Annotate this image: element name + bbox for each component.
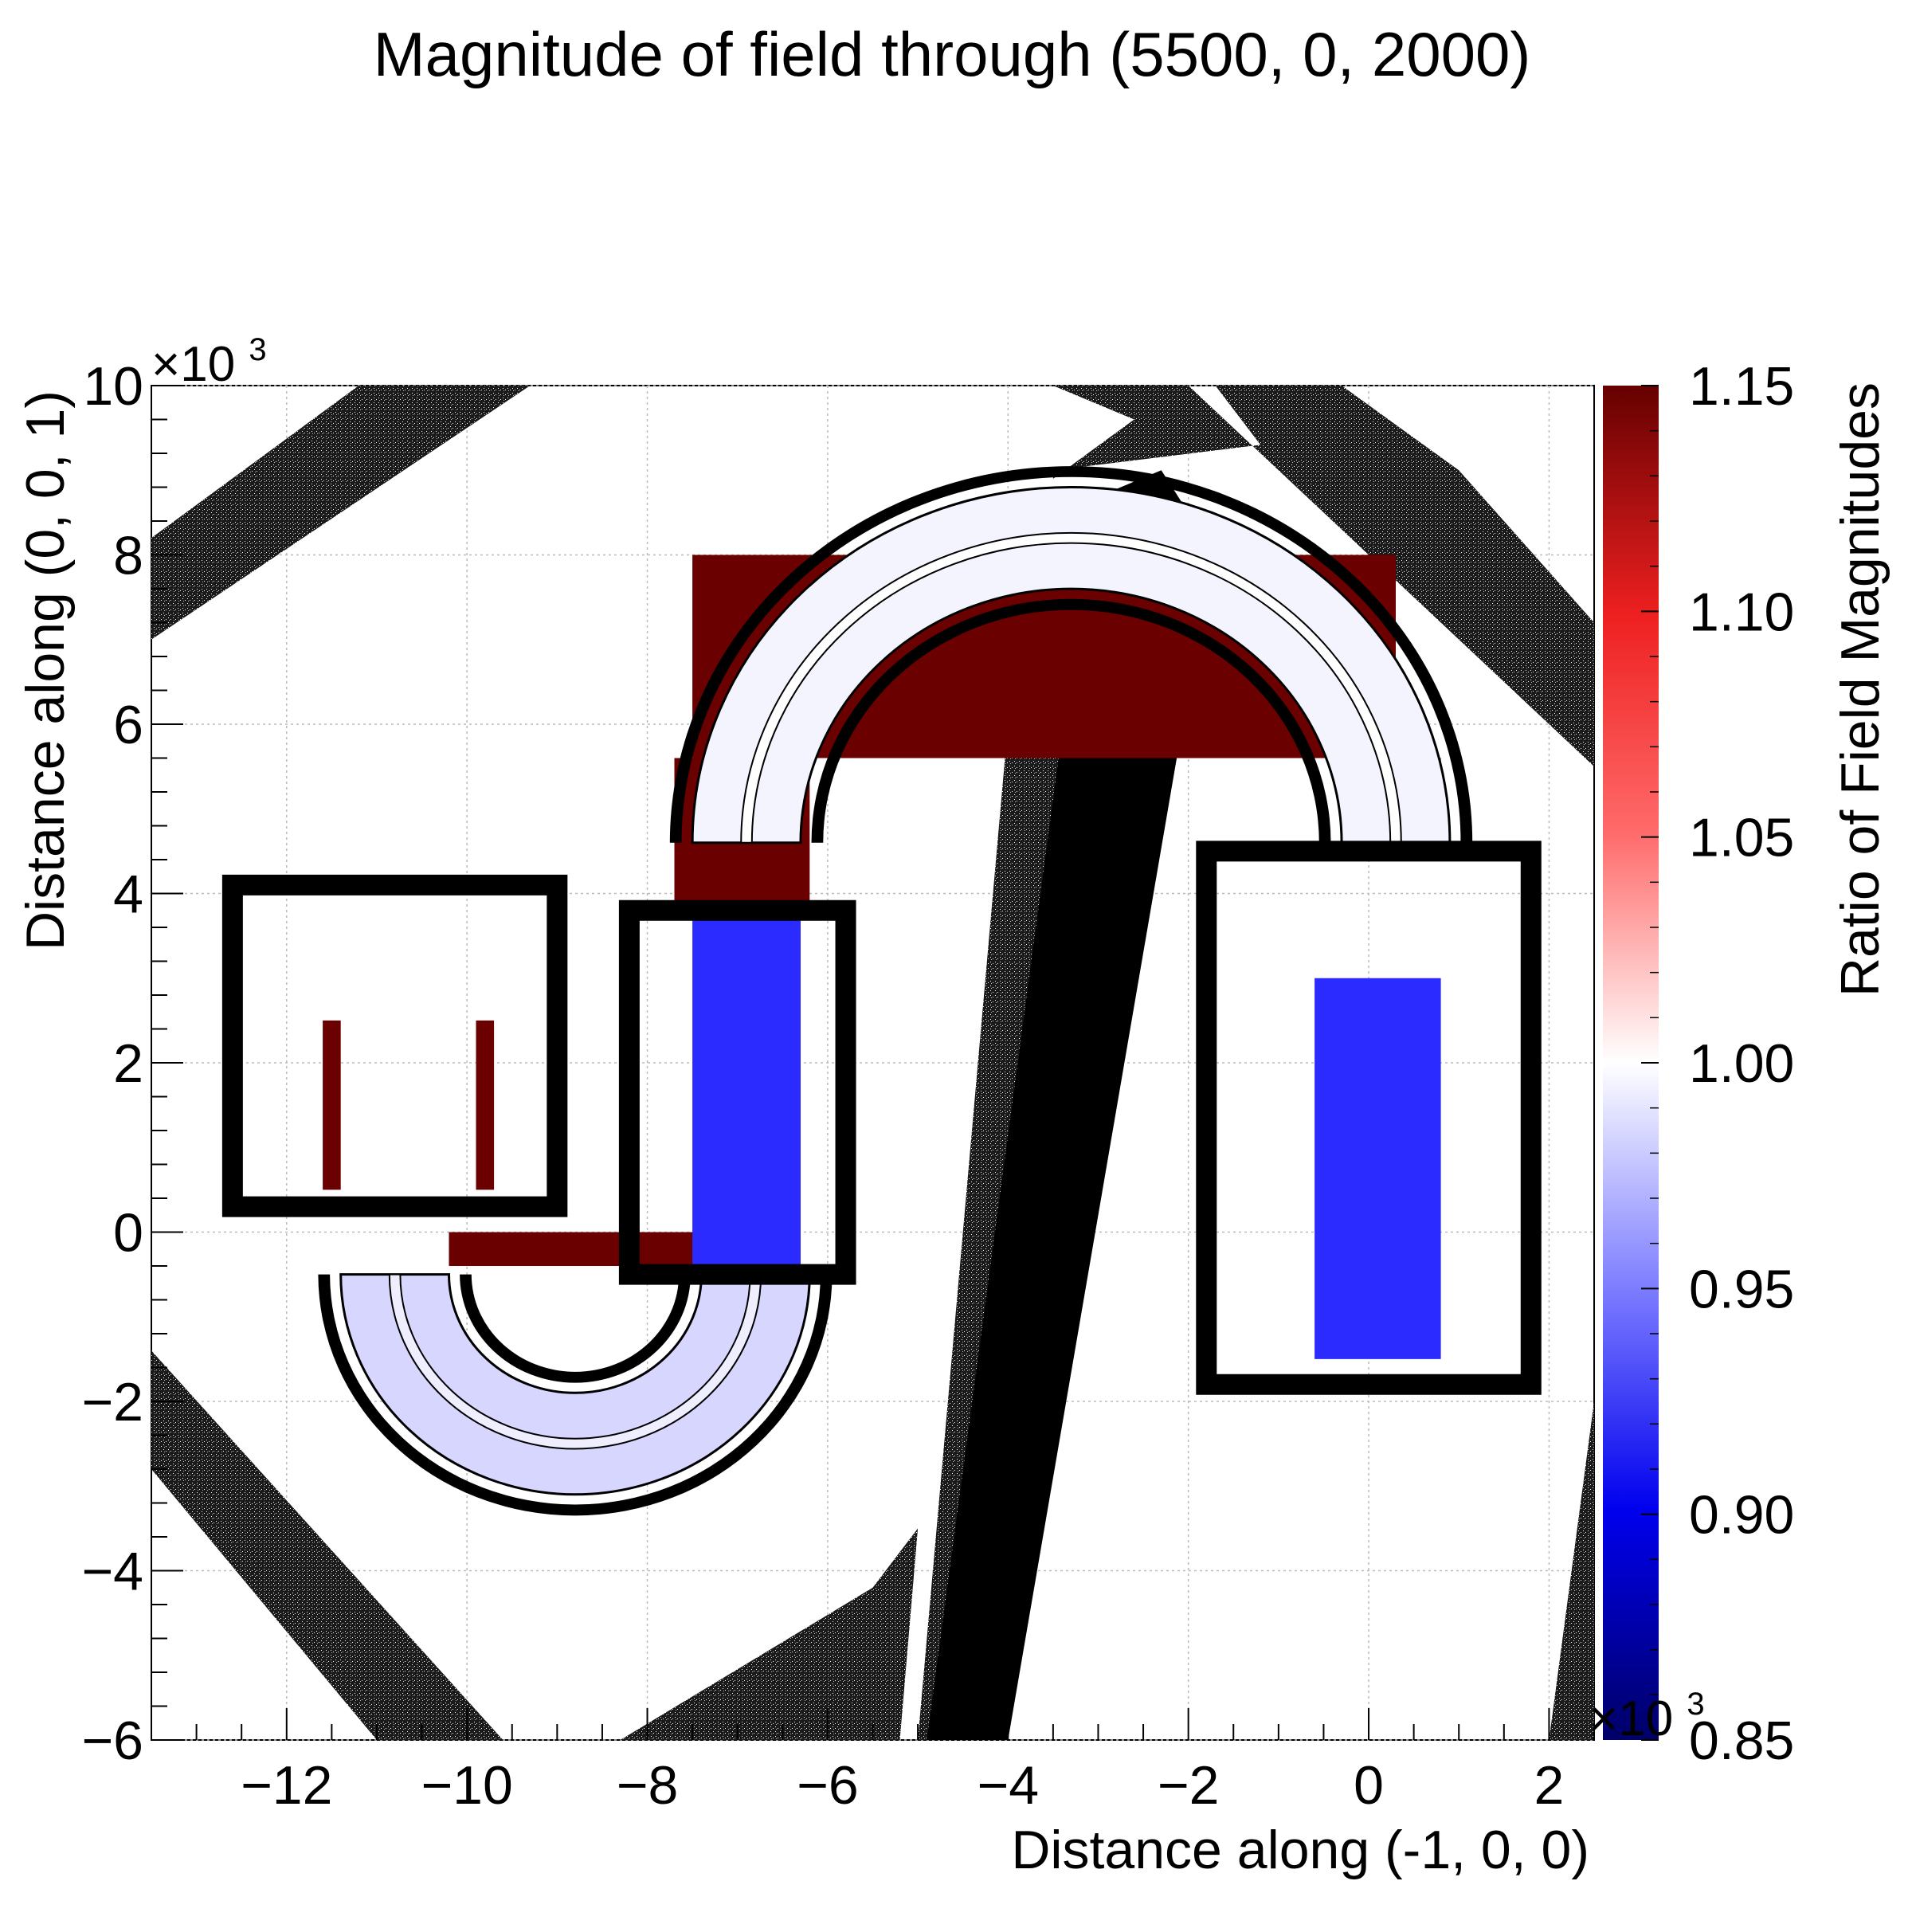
y-tick-labels: −6 −4 −2 0 2 4 6 8 10 bbox=[81, 356, 143, 1771]
plot-area bbox=[151, 385, 1595, 1741]
y-tick-label: 4 bbox=[113, 864, 143, 925]
x-axis-label: Distance along (-1, 0, 0) bbox=[1011, 1820, 1589, 1880]
colorbar-tick-label: 0.95 bbox=[1689, 1259, 1794, 1319]
bottom-u-inner-wall bbox=[460, 1274, 691, 1383]
x-exponent-base: ×10 bbox=[1589, 1691, 1673, 1746]
colorbar-tick-label: 1.05 bbox=[1689, 808, 1794, 868]
x-tick-label: 2 bbox=[1534, 1755, 1564, 1816]
y-tick-label: 0 bbox=[113, 1203, 143, 1264]
iron-band-lower-left bbox=[151, 1350, 503, 1740]
colorbar-tick-label: 0.85 bbox=[1689, 1711, 1794, 1771]
y-exponent: ×10 3 bbox=[151, 332, 267, 392]
bottom-u-field bbox=[339, 1273, 811, 1496]
x-tick-label: −10 bbox=[421, 1755, 512, 1816]
colorbar-label: Ratio of Field Magnitudes bbox=[1830, 382, 1890, 997]
iron-band-right-edge bbox=[1549, 1401, 1594, 1740]
right-yoke-frame bbox=[1196, 841, 1542, 1395]
blue-right-magnet bbox=[1314, 978, 1441, 1359]
x-axis: −12 −10 −8 −6 −4 −2 0 2 Distance along (-1, 0, … bbox=[241, 1755, 1589, 1880]
x-exponent-power: 3 bbox=[1687, 1687, 1704, 1722]
chart-title: Magnitude of field through (5500, 0, 200… bbox=[374, 19, 1531, 89]
colorbar-ticks: 0.85 0.90 0.95 1.00 1.05 1.10 1.15 bbox=[1641, 356, 1794, 1771]
y-axis: −6 −4 −2 0 2 4 6 8 10 Distance along (0, 0, 1) ×… bbox=[15, 332, 267, 1771]
iron-band-upper-left bbox=[151, 386, 531, 640]
colorbar-tick-label: 1.15 bbox=[1689, 356, 1794, 417]
y-exponent-base: ×10 bbox=[151, 337, 235, 392]
y-axis-label: Distance along (0, 0, 1) bbox=[15, 390, 76, 950]
top-arch-field bbox=[691, 486, 1452, 845]
axis-ticks bbox=[151, 385, 1595, 1741]
iron-band-lower-mid bbox=[620, 1528, 919, 1740]
x-tick-label: −4 bbox=[978, 1755, 1040, 1816]
iron-band-upper-right bbox=[1052, 386, 1594, 767]
blue-vertical-column bbox=[692, 919, 801, 1266]
y-tick-label: 6 bbox=[113, 695, 143, 755]
y-tick-label: −6 bbox=[81, 1711, 143, 1771]
x-tick-label: −8 bbox=[617, 1755, 679, 1816]
red-bar-bottom bbox=[449, 1232, 702, 1266]
iron-column-solid bbox=[927, 664, 1189, 1740]
y-tick-label: 10 bbox=[83, 356, 143, 417]
colorbar: 0.85 0.90 0.95 1.00 1.05 1.10 1.15 Ratio of Fi… bbox=[1589, 356, 1890, 1771]
x-tick-label: −2 bbox=[1158, 1755, 1220, 1816]
mid-yoke-frame bbox=[618, 899, 856, 1285]
x-tick-label: −12 bbox=[241, 1755, 332, 1816]
x-tick-label: −6 bbox=[797, 1755, 859, 1816]
y-tick-label: −4 bbox=[81, 1542, 143, 1602]
red-strip-left-a bbox=[323, 1020, 341, 1190]
left-yoke-frame bbox=[221, 874, 568, 1217]
colorbar-tick-label: 1.00 bbox=[1689, 1033, 1794, 1094]
x-tick-labels: −12 −10 −8 −6 −4 −2 0 2 bbox=[241, 1755, 1564, 1816]
x-tick-label: 0 bbox=[1354, 1755, 1384, 1816]
y-exponent-power: 3 bbox=[249, 332, 266, 367]
red-strip-left-b bbox=[476, 1020, 495, 1190]
y-tick-label: 2 bbox=[113, 1033, 143, 1094]
field-regions bbox=[151, 386, 1594, 1740]
y-tick-label: −2 bbox=[81, 1372, 143, 1432]
y-tick-label: 8 bbox=[113, 526, 143, 586]
top-arch-beam-pipe bbox=[740, 531, 1402, 844]
colorbar-tick-label: 0.90 bbox=[1689, 1485, 1794, 1546]
colorbar-tick-label: 1.10 bbox=[1689, 582, 1794, 642]
x-exponent: ×10 3 bbox=[1589, 1687, 1705, 1746]
